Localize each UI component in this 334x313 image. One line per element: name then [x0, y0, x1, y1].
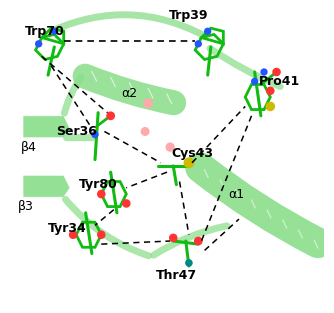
Point: [70, 232, 76, 237]
Point: [186, 260, 192, 265]
Point: [167, 145, 173, 150]
Text: β3: β3: [18, 200, 34, 213]
Point: [36, 41, 41, 46]
Text: Pro41: Pro41: [259, 75, 300, 88]
Polygon shape: [23, 116, 70, 138]
FancyArrowPatch shape: [65, 199, 149, 256]
Point: [262, 69, 267, 74]
FancyArrowPatch shape: [54, 15, 205, 36]
Point: [124, 201, 129, 206]
Text: Tyr80: Tyr80: [79, 178, 118, 191]
Polygon shape: [23, 175, 70, 197]
Point: [196, 41, 201, 46]
Point: [205, 29, 210, 34]
Point: [142, 129, 148, 134]
Text: Trp70: Trp70: [25, 25, 65, 38]
Point: [146, 101, 151, 106]
FancyArrowPatch shape: [85, 76, 174, 103]
Point: [196, 239, 201, 244]
Text: Thr47: Thr47: [156, 269, 197, 282]
Point: [171, 235, 176, 240]
Text: Tyr34: Tyr34: [47, 222, 86, 235]
Point: [252, 79, 257, 84]
FancyArrowPatch shape: [64, 77, 81, 113]
Point: [268, 88, 273, 93]
Text: β4: β4: [21, 141, 37, 154]
Text: α2: α2: [121, 87, 138, 100]
Point: [99, 232, 104, 237]
Point: [186, 160, 192, 165]
FancyArrowPatch shape: [154, 226, 227, 255]
FancyArrowPatch shape: [210, 49, 280, 87]
Text: Trp39: Trp39: [169, 9, 209, 22]
Point: [52, 29, 57, 34]
FancyArrowPatch shape: [200, 167, 318, 243]
Text: α1: α1: [228, 187, 244, 201]
Point: [99, 192, 104, 197]
Text: Cys43: Cys43: [171, 147, 213, 160]
Text: Ser36: Ser36: [56, 125, 97, 138]
Point: [268, 104, 273, 109]
Point: [92, 132, 98, 137]
Point: [108, 113, 113, 118]
Point: [274, 69, 279, 74]
